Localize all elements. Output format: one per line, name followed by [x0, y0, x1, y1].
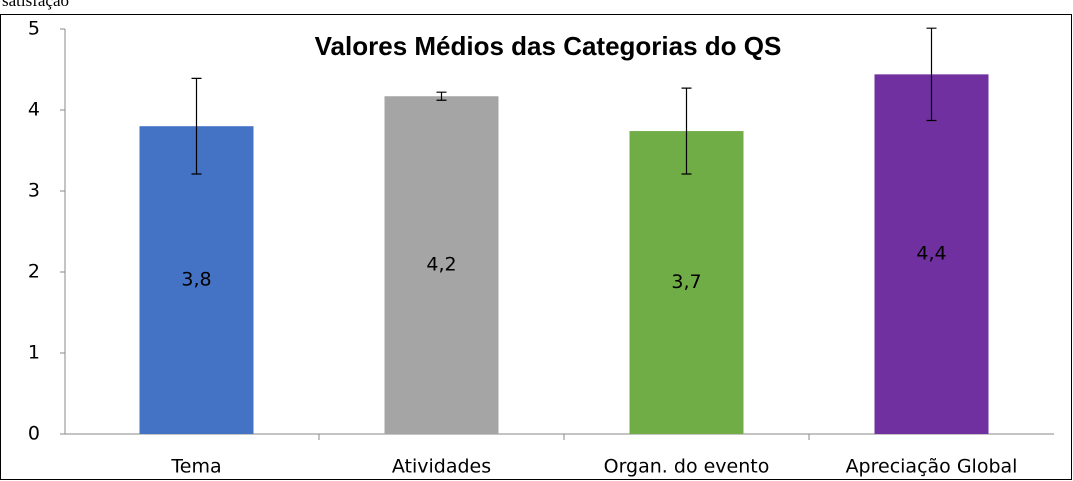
y-tick-label: 1: [28, 342, 40, 364]
y-tick-label: 0: [28, 423, 40, 445]
value-label: 3,7: [671, 271, 701, 293]
y-tick-label: 2: [28, 261, 40, 283]
bar: [629, 131, 744, 434]
y-tick-label: 3: [28, 180, 40, 202]
error-bar: [926, 27, 937, 122]
y-tick-label: 4: [28, 99, 40, 121]
error-bar: [436, 91, 447, 101]
x-tick-label: Apreciação Global: [846, 456, 1018, 478]
bar: [139, 126, 254, 434]
error-bar: [681, 87, 692, 175]
error-bar: [191, 77, 202, 175]
x-tick-label: Atividades: [392, 456, 491, 478]
chart-frame: [0, 14, 1072, 480]
value-label: 3,8: [181, 269, 211, 291]
caption: satisfação: [2, 0, 69, 10]
x-tick-label: Tema: [170, 456, 221, 478]
value-label: 4,2: [426, 254, 456, 276]
x-tick-label: Organ. do evento: [604, 456, 770, 478]
y-tick-label: 5: [28, 18, 40, 40]
chart-title: Valores Médios das Categorias do QS: [315, 31, 782, 61]
bar: [384, 96, 499, 434]
value-label: 4,4: [916, 243, 946, 265]
bar: [874, 74, 989, 435]
